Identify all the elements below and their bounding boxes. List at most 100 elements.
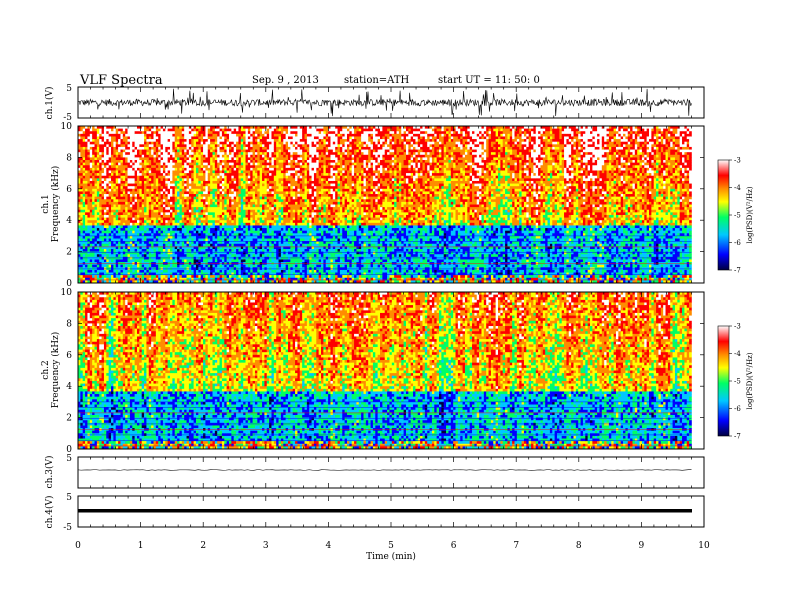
spectrogram-cell bbox=[165, 180, 168, 184]
spectrogram-cell bbox=[160, 207, 164, 211]
spectrogram-cell bbox=[184, 180, 187, 184]
spectrogram-cell bbox=[243, 136, 246, 140]
spectrogram-cell bbox=[136, 191, 140, 195]
spectrogram-cell bbox=[198, 209, 201, 213]
spectrogram-cell bbox=[167, 275, 171, 279]
spectrogram-cell bbox=[99, 277, 102, 281]
spectrogram-cell bbox=[122, 277, 126, 281]
spectrogram-cell bbox=[108, 259, 112, 263]
spectrogram-cell bbox=[141, 209, 145, 213]
spectrogram-cell bbox=[245, 162, 249, 166]
spectrogram-cell bbox=[127, 154, 131, 158]
spectrogram-cell bbox=[198, 238, 201, 242]
spectrogram-cell bbox=[125, 228, 128, 231]
spectrogram-cell bbox=[177, 144, 180, 148]
spectrogram-cell bbox=[155, 275, 159, 279]
spectrogram-cell bbox=[245, 220, 249, 224]
spectrogram-cell bbox=[188, 207, 192, 211]
spectrogram-cell bbox=[134, 217, 138, 221]
spectrogram-cell bbox=[179, 251, 183, 255]
spectrogram-cell bbox=[160, 154, 164, 158]
spectrogram-cell bbox=[155, 180, 159, 184]
spectrogram-cell bbox=[188, 212, 192, 216]
spectrogram-cell bbox=[257, 131, 260, 135]
spectrogram-cell bbox=[148, 212, 152, 216]
spectrogram-cell bbox=[207, 246, 211, 250]
spectrogram-cell bbox=[221, 238, 225, 242]
spectrogram-cell bbox=[167, 186, 171, 190]
spectrogram-cell bbox=[85, 180, 88, 184]
spectrogram-cell bbox=[151, 146, 154, 150]
spectrogram-cell bbox=[188, 199, 192, 203]
spectrogram-cell bbox=[151, 144, 154, 148]
spectrogram-cell bbox=[144, 196, 147, 200]
spectrogram-cell bbox=[221, 209, 225, 213]
spectrogram-cell bbox=[167, 160, 171, 163]
spectrogram-cell bbox=[184, 241, 187, 245]
spectrogram-cell bbox=[179, 126, 183, 129]
spectrogram-cell bbox=[252, 126, 256, 129]
spectrogram-cell bbox=[200, 217, 204, 221]
spectrogram-cell bbox=[160, 170, 164, 174]
spectrogram-cell bbox=[245, 149, 249, 153]
spectrogram-cell bbox=[122, 217, 126, 221]
spectrogram-cell bbox=[127, 167, 131, 171]
spectrogram-cell bbox=[96, 246, 100, 250]
spectrogram-cell bbox=[238, 264, 242, 268]
spectrogram-cell bbox=[144, 220, 147, 224]
spectrogram-cell bbox=[195, 162, 199, 166]
spectrogram-cell bbox=[136, 201, 140, 205]
spectrogram-cell bbox=[224, 220, 227, 224]
spectrogram-cell bbox=[103, 241, 107, 245]
spectrogram-cell bbox=[214, 178, 218, 182]
spectrogram-cell bbox=[174, 175, 178, 179]
spectrogram-cell bbox=[210, 264, 213, 268]
spectrogram-cell bbox=[80, 235, 84, 239]
spectrogram-cell bbox=[108, 186, 112, 190]
spectrogram-cell bbox=[264, 230, 268, 234]
spectrogram-cell bbox=[188, 165, 192, 169]
spectrogram-cell bbox=[103, 133, 107, 137]
spectrogram-cell bbox=[78, 264, 81, 268]
spectrogram-cell bbox=[160, 173, 164, 177]
spectrogram-cell bbox=[257, 233, 260, 237]
spectrogram-cell bbox=[167, 228, 171, 231]
spectrogram-cell bbox=[89, 139, 93, 142]
spectrogram-cell bbox=[266, 248, 270, 252]
spectrogram-cell bbox=[238, 173, 242, 177]
spectrogram-cell bbox=[172, 246, 176, 250]
spectrogram-cell bbox=[122, 212, 126, 216]
spectrogram-cell bbox=[165, 201, 168, 205]
spectrogram-cell bbox=[111, 264, 114, 268]
spectrogram-cell bbox=[132, 264, 135, 268]
spectrogram-cell bbox=[118, 170, 121, 174]
spectrogram-cell bbox=[259, 280, 263, 284]
spectrogram-cell bbox=[101, 136, 105, 140]
spectrogram-cell bbox=[87, 162, 91, 166]
spectrogram-cell bbox=[269, 141, 272, 145]
spectrogram-cell bbox=[99, 238, 102, 242]
spectrogram-cell bbox=[103, 188, 107, 192]
spectrogram-cell bbox=[129, 128, 133, 132]
spectrogram-cell bbox=[136, 162, 140, 166]
spectrogram-cell bbox=[101, 228, 105, 231]
spectrogram-cell bbox=[113, 277, 117, 281]
spectrogram-cell bbox=[92, 222, 95, 226]
spectrogram-cell bbox=[205, 167, 209, 171]
spectrogram-cell bbox=[238, 259, 242, 263]
spectrogram-cell bbox=[188, 144, 192, 148]
spectrogram-cell bbox=[165, 136, 168, 140]
spectrogram-cell bbox=[245, 228, 249, 231]
spectrogram-cell bbox=[179, 160, 183, 163]
spectrogram-cell bbox=[231, 144, 235, 148]
spectrogram-cell bbox=[144, 207, 147, 211]
spectrogram-cell bbox=[205, 222, 209, 226]
spectrogram-cell bbox=[181, 233, 185, 237]
spectrogram-cell bbox=[245, 264, 249, 268]
spectrogram-cell bbox=[229, 186, 232, 190]
spectrogram-cell bbox=[165, 141, 168, 145]
spectrogram-cell bbox=[92, 141, 95, 145]
spectrogram-cell bbox=[155, 230, 159, 234]
spectrogram-cell bbox=[139, 167, 143, 171]
spectrogram-cell bbox=[153, 238, 157, 242]
